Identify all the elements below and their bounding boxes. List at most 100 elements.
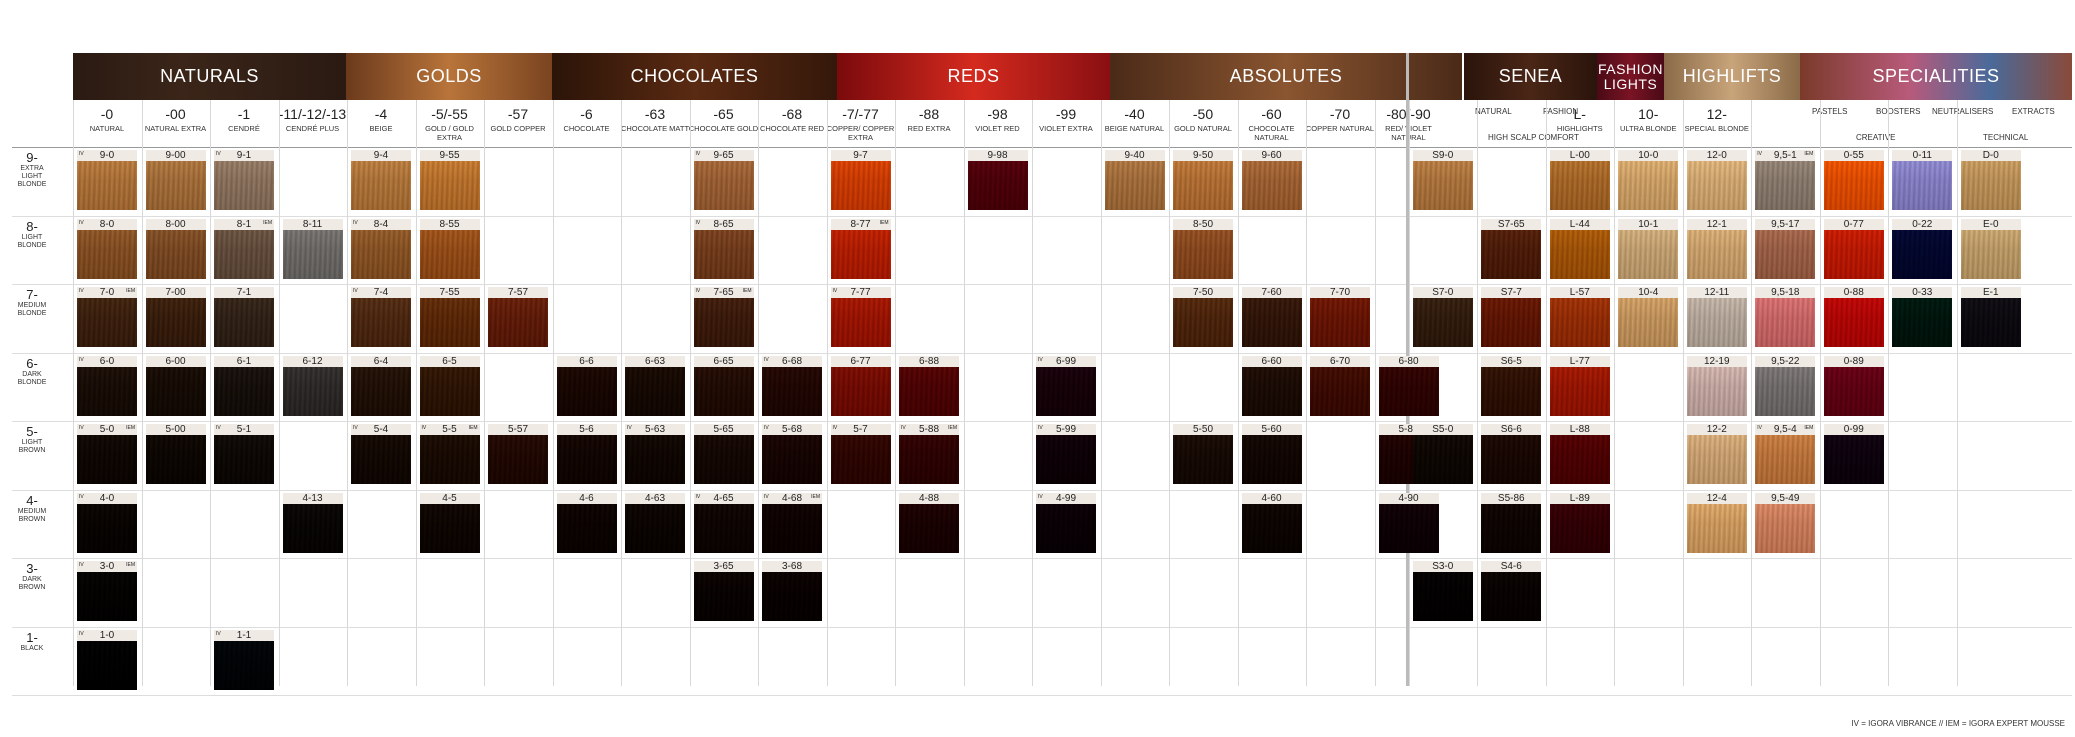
swatch-6-12[interactable]: 6-12: [282, 355, 343, 416]
swatch-S7-7[interactable]: S7-7: [1481, 287, 1542, 347]
swatch-5-63[interactable]: 5-63 IV: [625, 424, 685, 484]
swatch-3-0[interactable]: 3-0 IV IEM: [77, 561, 137, 621]
swatch-9,5-18[interactable]: 9,5-18: [1755, 287, 1816, 347]
swatch-L-88[interactable]: L-88: [1549, 424, 1610, 484]
swatch-6-99[interactable]: 6-99 IV: [1036, 355, 1096, 416]
swatch-1-0[interactable]: 1-0 IV: [77, 629, 137, 690]
swatch-7-0[interactable]: 7-0 IV IEM: [77, 287, 137, 347]
swatch-9-98[interactable]: 9-98: [967, 150, 1028, 210]
swatch-6-80[interactable]: 6-80: [1378, 355, 1439, 416]
swatch-7-50[interactable]: 7-50: [1173, 287, 1233, 347]
swatch-S4-6[interactable]: S4-6: [1481, 561, 1542, 621]
swatch-5-88[interactable]: 5-88 IV IEM: [899, 424, 959, 484]
swatch-9,5-17[interactable]: 9,5-17: [1755, 218, 1816, 279]
swatch-5-5[interactable]: 5-5 IV IEM: [419, 424, 480, 484]
swatch-7-65[interactable]: 7-65 IV IEM: [693, 287, 754, 347]
swatch-6-65[interactable]: 6-65: [693, 355, 754, 416]
swatch-3-65[interactable]: 3-65: [693, 561, 754, 621]
swatch-9-1[interactable]: 9-1 IV: [214, 150, 274, 210]
swatch-9-60[interactable]: 9-60: [1241, 150, 1302, 210]
swatch-7-1[interactable]: 7-1: [214, 287, 274, 347]
swatch-9-50[interactable]: 9-50: [1173, 150, 1233, 210]
swatch-9-7[interactable]: 9-7: [830, 150, 891, 210]
swatch-9-55[interactable]: 9-55: [419, 150, 480, 210]
swatch-9,5-4[interactable]: 9,5-4 IV IEM: [1755, 424, 1816, 484]
swatch-D-0[interactable]: D-0: [1960, 150, 2021, 210]
swatch-0-22[interactable]: 0-22: [1892, 218, 1953, 279]
swatch-10-1[interactable]: 10-1: [1618, 218, 1679, 279]
swatch-6-00[interactable]: 6-00: [145, 355, 206, 416]
swatch-9,5-22[interactable]: 9,5-22: [1755, 355, 1816, 416]
swatch-6-63[interactable]: 6-63: [625, 355, 685, 416]
swatch-0-89[interactable]: 0-89: [1823, 355, 1884, 416]
swatch-6-88[interactable]: 6-88: [899, 355, 959, 416]
swatch-7-4[interactable]: 7-4 IV: [351, 287, 411, 347]
swatch-E-1[interactable]: E-1: [1960, 287, 2021, 347]
swatch-L-00[interactable]: L-00: [1549, 150, 1610, 210]
swatch-6-60[interactable]: 6-60: [1241, 355, 1302, 416]
swatch-L-89[interactable]: L-89: [1549, 492, 1610, 553]
swatch-6-68[interactable]: 6-68 IV: [762, 355, 822, 416]
swatch-L-44[interactable]: L-44: [1549, 218, 1610, 279]
swatch-5-65[interactable]: 5-65: [693, 424, 754, 484]
swatch-0-88[interactable]: 0-88: [1823, 287, 1884, 347]
swatch-4-68[interactable]: 4-68 IV IEM: [762, 492, 822, 553]
swatch-8-00[interactable]: 8-00: [145, 218, 206, 279]
swatch-12-2[interactable]: 12-2: [1686, 424, 1747, 484]
swatch-3-68[interactable]: 3-68: [762, 561, 822, 621]
swatch-5-6[interactable]: 5-6: [556, 424, 617, 484]
swatch-4-5[interactable]: 4-5: [419, 492, 480, 553]
swatch-8-55[interactable]: 8-55: [419, 218, 480, 279]
swatch-4-99[interactable]: 4-99 IV: [1036, 492, 1096, 553]
swatch-6-0[interactable]: 6-0 IV: [77, 355, 137, 416]
swatch-7-60[interactable]: 7-60: [1241, 287, 1302, 347]
swatch-6-1[interactable]: 6-1: [214, 355, 274, 416]
swatch-S7-65[interactable]: S7-65: [1481, 218, 1542, 279]
swatch-S6-5[interactable]: S6-5: [1481, 355, 1542, 416]
swatch-9,5-1[interactable]: 9,5-1 IV IEM: [1755, 150, 1816, 210]
swatch-7-57[interactable]: 7-57: [488, 287, 548, 347]
swatch-5-57[interactable]: 5-57: [488, 424, 548, 484]
swatch-12-19[interactable]: 12-19: [1686, 355, 1747, 416]
swatch-L-57[interactable]: L-57: [1549, 287, 1610, 347]
swatch-5-0[interactable]: 5-0 IV IEM: [77, 424, 137, 484]
swatch-7-00[interactable]: 7-00: [145, 287, 206, 347]
swatch-8-65[interactable]: 8-65 IV: [693, 218, 754, 279]
swatch-4-0[interactable]: 4-0 IV: [77, 492, 137, 553]
swatch-9-0[interactable]: 9-0 IV: [77, 150, 137, 210]
swatch-0-33[interactable]: 0-33: [1892, 287, 1953, 347]
swatch-7-55[interactable]: 7-55: [419, 287, 480, 347]
swatch-12-11[interactable]: 12-11: [1686, 287, 1747, 347]
swatch-5-4[interactable]: 5-4 IV: [351, 424, 411, 484]
swatch-0-77[interactable]: 0-77: [1823, 218, 1884, 279]
swatch-6-77[interactable]: 6-77: [830, 355, 891, 416]
swatch-10-4[interactable]: 10-4: [1618, 287, 1679, 347]
swatch-9,5-49[interactable]: 9,5-49: [1755, 492, 1816, 553]
swatch-5-7[interactable]: 5-7 IV: [830, 424, 891, 484]
swatch-8-4[interactable]: 8-4 IV: [351, 218, 411, 279]
swatch-8-50[interactable]: 8-50: [1173, 218, 1233, 279]
swatch-0-99[interactable]: 0-99: [1823, 424, 1884, 484]
swatch-9-00[interactable]: 9-00: [145, 150, 206, 210]
swatch-9-40[interactable]: 9-40: [1104, 150, 1165, 210]
swatch-6-6[interactable]: 6-6: [556, 355, 617, 416]
swatch-S6-6[interactable]: S6-6: [1481, 424, 1542, 484]
swatch-8-0[interactable]: 8-0 IV: [77, 218, 137, 279]
swatch-12-4[interactable]: 12-4: [1686, 492, 1747, 553]
swatch-8-11[interactable]: 8-11: [282, 218, 343, 279]
swatch-8-1[interactable]: 8-1 IEM: [214, 218, 274, 279]
swatch-7-70[interactable]: 7-70: [1310, 287, 1370, 347]
swatch-12-0[interactable]: 12-0: [1686, 150, 1747, 210]
swatch-7-77[interactable]: 7-77 IV: [830, 287, 891, 347]
swatch-4-6[interactable]: 4-6: [556, 492, 617, 553]
swatch-4-65[interactable]: 4-65 IV: [693, 492, 754, 553]
swatch-10-0[interactable]: 10-0: [1618, 150, 1679, 210]
swatch-5-99[interactable]: 5-99 IV: [1036, 424, 1096, 484]
swatch-0-55[interactable]: 0-55: [1823, 150, 1884, 210]
swatch-8-77[interactable]: 8-77 IEM: [830, 218, 891, 279]
swatch-S3-0[interactable]: S3-0: [1412, 561, 1473, 621]
swatch-5-68[interactable]: 5-68 IV: [762, 424, 822, 484]
swatch-4-88[interactable]: 4-88: [899, 492, 959, 553]
swatch-S9-0[interactable]: S9-0: [1412, 150, 1473, 210]
swatch-L-77[interactable]: L-77: [1549, 355, 1610, 416]
